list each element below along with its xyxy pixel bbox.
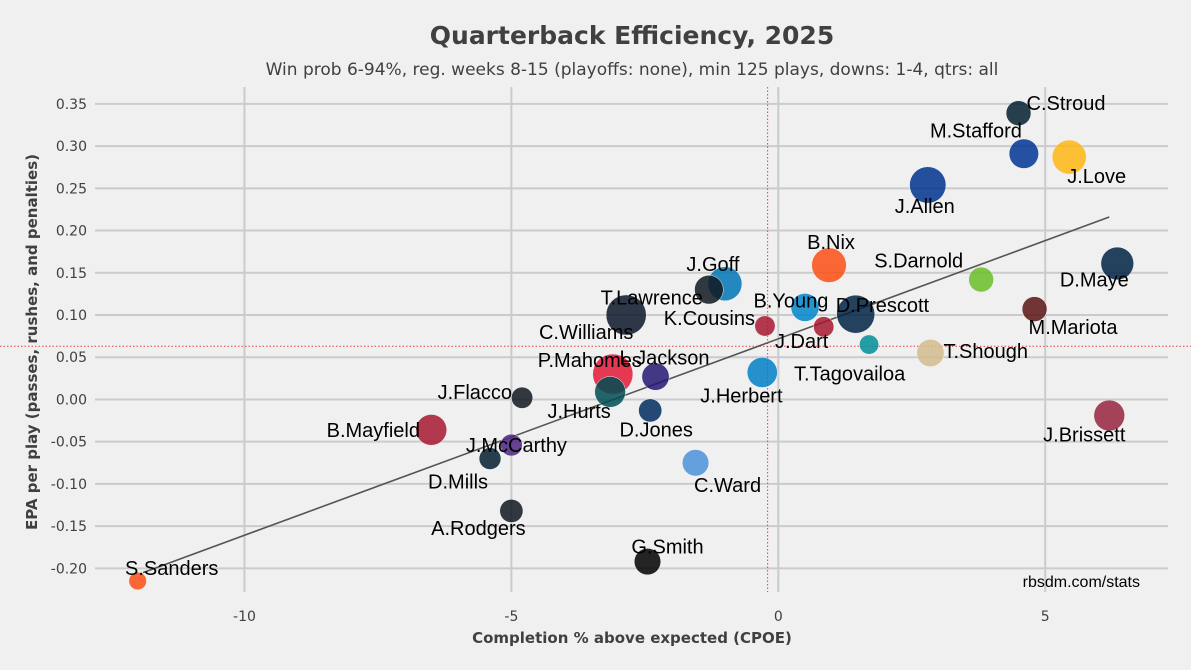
data-point [499,499,524,523]
data-point [1100,246,1134,281]
point-label: J.Flacco [438,382,512,404]
y-tick-label: 0.00 [56,392,87,408]
data-point [633,548,662,576]
data-point [1008,138,1039,169]
point-label: J.Love [1067,166,1126,188]
point-label: S.Darnold [874,251,963,273]
y-tick-label: 0.30 [56,139,87,155]
point-label: C.Stroud [1027,93,1106,115]
tick-labels: 0.35 0.30 0.25 0.20 0.15 0.10 0.05 0.00 -0.05 -0.… [51,97,1050,625]
chart-title: Quarterback Efficiency, 2025 [430,21,834,50]
point-label: C.Ward [694,475,761,497]
y-tick-label: 0.25 [56,181,87,197]
point-label: B.Young [754,290,829,312]
x-axis-label: Completion % above expected (CPOE) [472,629,792,647]
data-point [1021,296,1048,322]
data-point [1051,139,1087,175]
trend-line-group [142,216,1110,574]
point-label: J.Goff [686,254,739,276]
point-label: M.Mariota [1029,317,1119,339]
point-label: T.Shough [943,341,1028,363]
chart-subtitle: Win prob 6-94%, reg. weeks 8-15 (playoff… [266,60,999,80]
data-point [909,166,947,204]
point-label: J.McCarthy [466,435,567,457]
point-label: T.Lawrence [601,288,703,310]
mean-reference-lines [0,87,1191,592]
point-label: L.Jackson [619,348,709,370]
data-point [916,339,945,367]
point-label: J.Herbert [700,385,783,407]
data-point [1093,399,1125,432]
data-point [638,398,663,423]
point-label: G.Smith [631,537,703,559]
data-point [754,315,776,337]
point-label: D.Prescott [836,295,930,317]
y-tick-label: 0.05 [56,350,87,366]
x-tick-label: 5 [1041,609,1050,625]
y-tick-label: -0.10 [51,477,87,493]
point-label: D.Mills [428,472,488,494]
data-point [500,433,523,457]
point-label: K.Cousins [664,308,755,330]
trend-line [142,216,1110,574]
data-point [813,316,835,338]
data-point [968,266,994,293]
point-label: A.Rodgers [431,518,526,540]
point-label: J.Hurts [547,401,610,423]
point-label: J.Dart [775,331,829,353]
data-point [478,447,502,470]
watermark: rbsdm.com/stats [1023,574,1140,591]
y-tick-label: -0.20 [51,561,87,577]
data-point [128,571,147,591]
point-label: B.Nix [807,232,855,254]
point-label: D.Jones [619,419,692,441]
data-point [1005,100,1032,126]
data-point [746,357,778,388]
point-label: J.Allen [895,196,955,218]
y-tick-label: 0.15 [56,266,87,282]
data-points [128,100,1134,591]
point-label: B.Mayfield [327,420,420,442]
data-point [511,386,533,409]
data-point [811,247,847,283]
y-axis-label: EPA per play (passes, rushes, and penalt… [23,154,41,530]
point-label: D.Maye [1060,269,1129,291]
point-label: C.Williams [539,322,633,344]
y-tick-label: -0.15 [51,519,87,535]
data-point [790,293,820,322]
y-tick-label: 0.35 [56,97,87,113]
y-tick-label: 0.10 [56,308,87,324]
point-label: T.Tagovailoa [794,364,906,386]
data-point [836,294,876,334]
x-tick-label: -5 [504,609,518,625]
y-tick-label: 0.20 [56,224,87,240]
data-point [682,449,710,477]
x-tick-label: 0 [774,609,783,625]
point-label: P.Mahomes [538,350,642,372]
data-point [594,376,626,408]
x-tick-label: -10 [233,609,256,625]
point-label: S.Sanders [125,558,218,580]
data-point [415,414,448,446]
y-tick-label: -0.05 [51,435,87,451]
data-point [859,334,879,355]
point-label: J.Brissett [1043,425,1126,447]
data-point [694,275,724,305]
data-point [605,294,647,336]
data-point [641,362,670,391]
point-label: M.Stafford [930,121,1022,143]
